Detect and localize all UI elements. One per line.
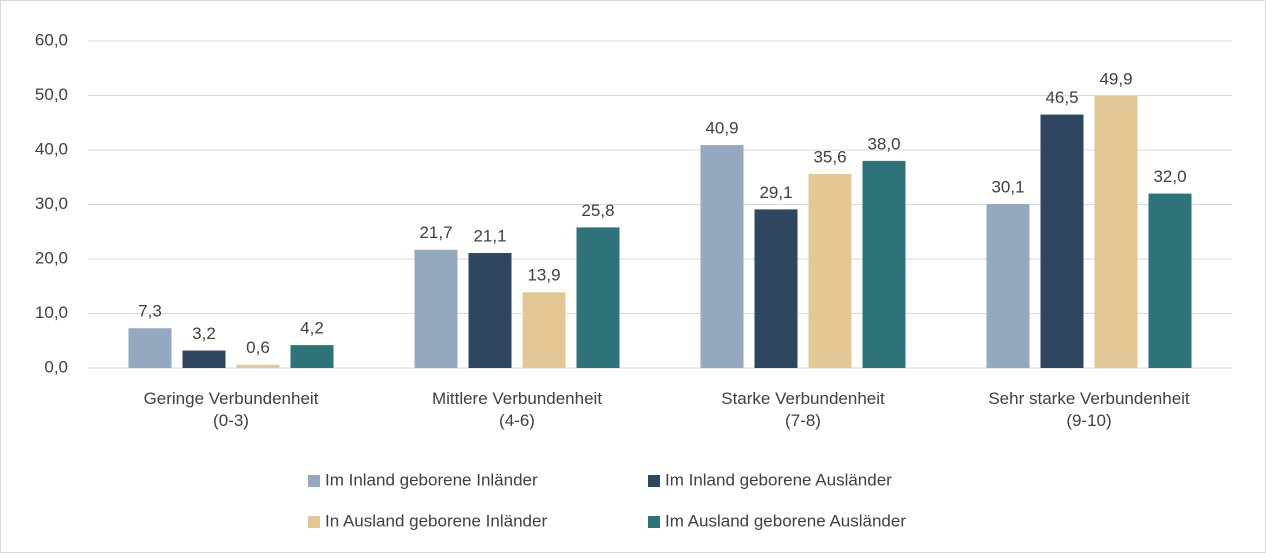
bar	[576, 227, 620, 368]
y-tick-label: 0,0	[44, 357, 68, 376]
bar	[808, 173, 852, 368]
legend-swatch	[308, 475, 320, 487]
legend-swatch	[648, 516, 660, 528]
legend-swatch	[308, 516, 320, 528]
legend-label: In Ausland geborene Inländer	[325, 511, 547, 530]
x-tick-label: Sehr starke Verbundenheit (9-10)	[988, 389, 1190, 430]
data-label: 40,9	[705, 119, 738, 138]
y-tick-label: 40,0	[35, 139, 68, 158]
data-label: 38,0	[867, 134, 900, 153]
bar	[290, 345, 334, 368]
data-label: 30,1	[991, 177, 1024, 196]
legend-label: Im Ausland geborene Ausländer	[665, 511, 906, 530]
data-label: 7,3	[138, 302, 162, 321]
data-label: 25,8	[581, 201, 614, 220]
legend-label: Im Inland geborene Ausländer	[665, 470, 892, 489]
y-tick-label: 60,0	[35, 30, 68, 49]
y-tick-label: 50,0	[35, 85, 68, 104]
data-label: 29,1	[759, 183, 792, 202]
bar	[862, 160, 906, 368]
bar	[468, 253, 512, 368]
bar	[128, 328, 172, 368]
bar	[236, 364, 280, 368]
data-label: 21,7	[419, 223, 452, 242]
data-label: 46,5	[1045, 88, 1078, 107]
bar	[1094, 96, 1138, 369]
data-label: 13,9	[527, 266, 560, 285]
y-tick-label: 30,0	[35, 194, 68, 213]
legend-label: Im Inland geborene Inländer	[325, 470, 538, 489]
data-label: 21,1	[473, 226, 506, 245]
bar	[1040, 114, 1084, 368]
bar	[700, 145, 744, 368]
legend-swatch	[648, 475, 660, 487]
data-label: 3,2	[192, 324, 216, 343]
x-tick-label: Geringe Verbundenheit (0-3)	[144, 389, 319, 430]
data-label: 49,9	[1099, 70, 1132, 89]
bar	[1148, 193, 1192, 368]
bar	[522, 292, 566, 368]
data-label: 4,2	[300, 319, 324, 338]
x-tick-label: Mittlere Verbundenheit (4-6)	[432, 389, 602, 430]
bar	[414, 249, 458, 368]
x-tick-label: Starke Verbundenheit (7-8)	[721, 389, 885, 430]
bar	[182, 350, 226, 368]
y-tick-label: 10,0	[35, 303, 68, 322]
data-label: 0,6	[246, 338, 270, 357]
bar	[754, 209, 798, 368]
data-label: 32,0	[1153, 167, 1186, 186]
bar	[986, 203, 1030, 368]
y-tick-label: 20,0	[35, 248, 68, 267]
data-label: 35,6	[813, 147, 846, 166]
